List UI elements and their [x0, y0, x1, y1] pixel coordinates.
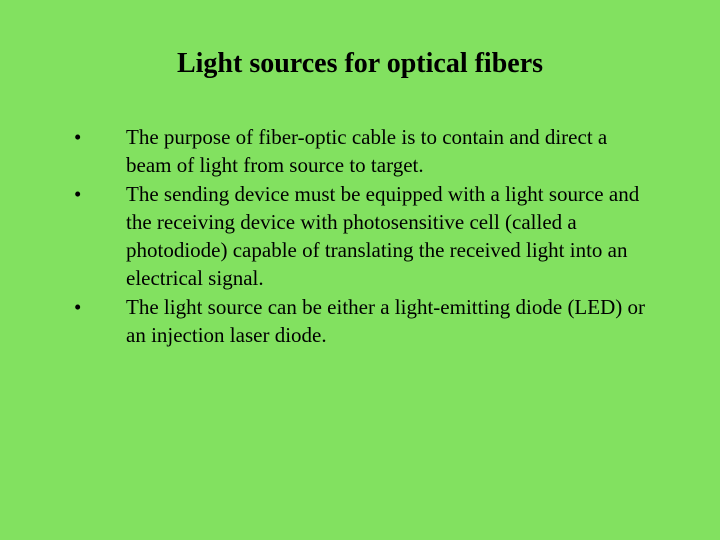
- bullet-text: The light source can be either a light-e…: [126, 294, 650, 349]
- bullet-marker-icon: •: [70, 124, 126, 152]
- list-item: • The sending device must be equipped wi…: [70, 181, 650, 292]
- bullet-marker-icon: •: [70, 181, 126, 209]
- bullet-marker-icon: •: [70, 294, 126, 322]
- bullet-text: The purpose of fiber-optic cable is to c…: [126, 124, 650, 179]
- bullet-text: The sending device must be equipped with…: [126, 181, 650, 292]
- slide-title: Light sources for optical fibers: [100, 48, 620, 80]
- slide: Light sources for optical fibers • The p…: [0, 0, 720, 540]
- bullet-list: • The purpose of fiber-optic cable is to…: [70, 124, 650, 350]
- list-item: • The light source can be either a light…: [70, 294, 650, 349]
- list-item: • The purpose of fiber-optic cable is to…: [70, 124, 650, 179]
